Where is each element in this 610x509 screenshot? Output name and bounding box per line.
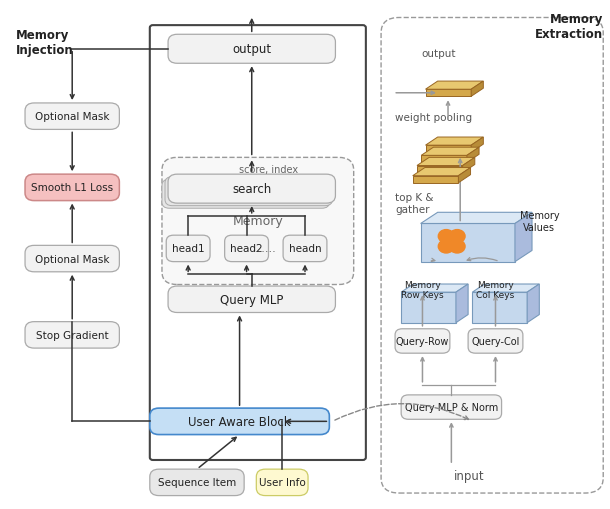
Polygon shape <box>413 176 458 183</box>
Polygon shape <box>456 285 468 323</box>
Circle shape <box>449 230 465 243</box>
Polygon shape <box>471 82 483 97</box>
FancyBboxPatch shape <box>224 236 268 262</box>
Text: Memory
Injection: Memory Injection <box>16 29 74 56</box>
Polygon shape <box>426 138 483 146</box>
FancyBboxPatch shape <box>162 158 354 285</box>
Polygon shape <box>417 166 462 173</box>
FancyBboxPatch shape <box>167 236 210 262</box>
Text: Optional Mask: Optional Mask <box>35 254 109 264</box>
FancyBboxPatch shape <box>168 175 336 204</box>
Polygon shape <box>417 158 475 166</box>
Polygon shape <box>515 213 532 262</box>
Polygon shape <box>472 285 539 293</box>
FancyBboxPatch shape <box>468 329 523 353</box>
FancyBboxPatch shape <box>256 469 308 496</box>
Text: Memory
Row Keys: Memory Row Keys <box>401 280 443 300</box>
Polygon shape <box>401 285 468 293</box>
Polygon shape <box>422 148 479 156</box>
Polygon shape <box>458 168 470 183</box>
Text: search: search <box>232 183 271 196</box>
FancyBboxPatch shape <box>165 177 332 206</box>
FancyBboxPatch shape <box>150 469 244 496</box>
Polygon shape <box>421 224 515 262</box>
FancyBboxPatch shape <box>25 246 120 272</box>
Circle shape <box>449 240 465 253</box>
Text: Stop Gradient: Stop Gradient <box>36 330 109 340</box>
FancyBboxPatch shape <box>25 322 120 348</box>
Text: output: output <box>232 43 271 56</box>
Polygon shape <box>426 82 483 90</box>
Text: head2: head2 <box>230 244 263 254</box>
FancyBboxPatch shape <box>25 175 120 201</box>
Polygon shape <box>426 146 471 153</box>
Text: head1: head1 <box>172 244 204 254</box>
FancyBboxPatch shape <box>283 236 327 262</box>
Text: Query-Col: Query-Col <box>472 336 520 346</box>
Polygon shape <box>471 138 483 153</box>
Text: top K &
gather: top K & gather <box>395 193 434 214</box>
FancyBboxPatch shape <box>401 395 501 419</box>
Text: input: input <box>454 469 484 482</box>
Text: headn: headn <box>289 244 321 254</box>
FancyBboxPatch shape <box>381 18 603 493</box>
Text: Optional Mask: Optional Mask <box>35 112 109 122</box>
Polygon shape <box>421 213 532 224</box>
FancyBboxPatch shape <box>168 35 336 64</box>
FancyBboxPatch shape <box>150 26 366 460</box>
Polygon shape <box>413 168 470 176</box>
Text: Memory
Values: Memory Values <box>520 211 559 232</box>
FancyBboxPatch shape <box>168 287 336 313</box>
Text: Query MLP & Norm: Query MLP & Norm <box>405 402 498 412</box>
Text: Query-Row: Query-Row <box>396 336 449 346</box>
Text: Memory: Memory <box>232 215 283 228</box>
Polygon shape <box>527 285 539 323</box>
Polygon shape <box>467 148 479 163</box>
Text: Sequence Item: Sequence Item <box>158 477 236 488</box>
FancyBboxPatch shape <box>162 180 329 209</box>
Polygon shape <box>462 158 475 173</box>
Circle shape <box>439 230 454 243</box>
FancyBboxPatch shape <box>395 329 450 353</box>
Polygon shape <box>422 156 467 163</box>
Text: User Info: User Info <box>259 477 306 488</box>
Polygon shape <box>472 293 527 323</box>
Text: ......: ...... <box>254 244 276 254</box>
Polygon shape <box>426 90 471 97</box>
Text: weight pooling: weight pooling <box>395 112 472 123</box>
Text: score, index: score, index <box>239 164 298 174</box>
Text: Smooth L1 Loss: Smooth L1 Loss <box>31 183 113 193</box>
Text: output: output <box>422 49 456 59</box>
Polygon shape <box>401 293 456 323</box>
Circle shape <box>439 240 454 253</box>
Text: Memory
Extraction: Memory Extraction <box>535 13 603 41</box>
FancyBboxPatch shape <box>150 408 329 435</box>
FancyBboxPatch shape <box>25 104 120 130</box>
Text: User Aware Block: User Aware Block <box>188 415 291 428</box>
Text: Query MLP: Query MLP <box>220 293 284 306</box>
Text: Memory
Col Keys: Memory Col Keys <box>476 280 515 300</box>
